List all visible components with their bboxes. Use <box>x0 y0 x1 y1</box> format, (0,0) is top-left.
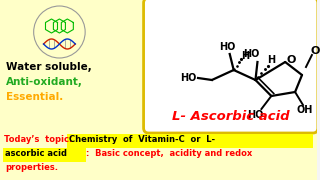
FancyBboxPatch shape <box>4 147 86 161</box>
Text: O: O <box>286 55 296 65</box>
FancyBboxPatch shape <box>0 0 147 180</box>
FancyBboxPatch shape <box>144 0 318 133</box>
Text: :  Basic concept,  acidity and redox: : Basic concept, acidity and redox <box>86 150 252 159</box>
Text: OH: OH <box>297 105 313 115</box>
Text: Water soluble,: Water soluble, <box>6 62 92 72</box>
Text: L- Ascorbic acid: L- Ascorbic acid <box>172 111 290 123</box>
FancyBboxPatch shape <box>0 130 317 180</box>
Text: HO: HO <box>243 49 260 59</box>
Text: Today’s  topic:: Today’s topic: <box>4 136 75 145</box>
Text: H: H <box>242 51 250 61</box>
Text: HO: HO <box>247 110 264 120</box>
Text: ascorbic acid: ascorbic acid <box>5 150 67 159</box>
Text: Essential.: Essential. <box>6 92 63 102</box>
Text: HO: HO <box>220 42 236 52</box>
Text: Anti-oxidant,: Anti-oxidant, <box>6 77 83 87</box>
Text: HO: HO <box>180 73 196 83</box>
Text: Chemistry  of  Vitamin-C  or  L-: Chemistry of Vitamin-C or L- <box>69 136 215 145</box>
FancyBboxPatch shape <box>67 134 313 147</box>
Text: O: O <box>310 46 320 56</box>
Text: properties.: properties. <box>5 163 58 172</box>
Text: H: H <box>267 55 276 65</box>
